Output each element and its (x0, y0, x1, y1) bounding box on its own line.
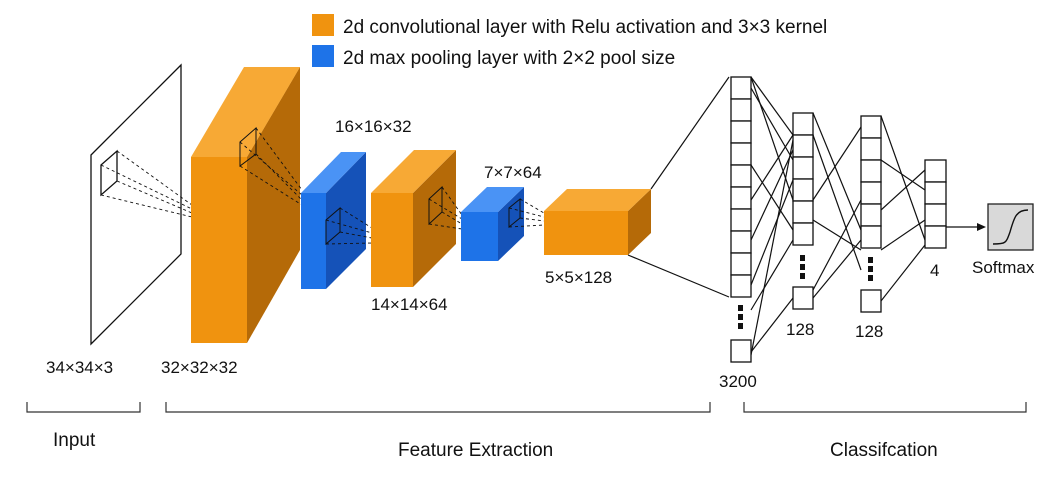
conv1-kernel-marker (239, 126, 257, 167)
connection-line (750, 76, 794, 201)
connection-line (812, 112, 862, 231)
dense1-node (792, 200, 814, 224)
legend-conv-label: 2d convolutional layer with Relu activat… (343, 17, 827, 38)
connection-line (880, 244, 926, 302)
pool2-block (461, 187, 545, 261)
connection-line (812, 126, 862, 201)
softmax-label: Softmax (972, 258, 1035, 277)
dense2-column (860, 115, 882, 249)
input-layer (90, 63, 193, 346)
legend-pool-label: 2d max pooling layer with 2×2 pool size (343, 48, 675, 69)
flatten-node (730, 186, 752, 210)
flatten-node (730, 98, 752, 122)
connection-line (750, 139, 794, 356)
connection-line (880, 169, 926, 211)
flatten-node (730, 142, 752, 166)
conv1-block (191, 67, 303, 343)
output-node (924, 181, 947, 205)
conv3-dims-label: 5×5×128 (545, 268, 612, 287)
flatten-dims-label: 3200 (719, 372, 757, 391)
conv1-dims-label: 32×32×32 (161, 358, 238, 377)
flatten-node (730, 252, 752, 276)
dense2-node (860, 159, 882, 183)
connection-line (750, 87, 794, 161)
connection-line (880, 159, 926, 191)
connection-line (750, 134, 794, 201)
dense2-ellipsis (868, 257, 873, 281)
connection-line (880, 219, 926, 251)
feature-extraction-bracket (165, 402, 711, 413)
dense2-dims-label: 128 (855, 322, 883, 341)
connection-line (812, 219, 862, 251)
flatten-node (730, 208, 752, 232)
classification-bracket (743, 402, 1027, 413)
flatten-ellipsis (738, 305, 743, 329)
dense1-node (792, 134, 814, 158)
output-node (924, 203, 947, 227)
dense1-column (792, 112, 814, 246)
dense1-ellipsis (800, 255, 805, 279)
flatten-last-node (730, 339, 752, 363)
connection-line (750, 297, 794, 353)
input-section-label: Input (53, 430, 96, 451)
legend-conv-swatch (312, 14, 334, 36)
conv3-block (544, 189, 651, 255)
connection-line (880, 115, 926, 241)
dense2-node (860, 203, 882, 227)
dense1-node (792, 222, 814, 246)
output-dims-label: 4 (930, 261, 939, 280)
input-dims-label: 34×34×3 (46, 358, 113, 377)
softmax-icon (987, 203, 1034, 251)
flatten-node (730, 76, 752, 100)
legend: 2d convolutional layer with Relu activat… (312, 14, 827, 69)
connection-line (812, 134, 862, 271)
dense1-dims-label: 128 (786, 320, 814, 339)
flatten-node (730, 274, 752, 298)
pool2-dims-label: 7×7×64 (484, 163, 542, 182)
dense-connections (750, 76, 926, 356)
connection-line (812, 239, 862, 299)
connection-line (750, 179, 794, 286)
flatten-node (730, 230, 752, 254)
flatten-node (730, 164, 752, 188)
connection-line (812, 199, 862, 291)
softmax-arrow (946, 223, 986, 231)
dense1-node (792, 156, 814, 180)
conv2-dims-label: 14×14×64 (371, 295, 448, 314)
legend-pool-swatch (312, 45, 334, 67)
connection-line (750, 149, 794, 241)
dense1-node (792, 112, 814, 136)
connection-line (750, 164, 794, 231)
input-bracket (26, 402, 141, 413)
pool1-block (301, 152, 373, 289)
dense2-node (860, 115, 882, 139)
conv2-block (371, 150, 463, 287)
pool1-dims-label: 16×16×32 (335, 117, 412, 136)
dense2-last-node (860, 289, 882, 313)
connection-line (750, 76, 794, 136)
dense2-node (860, 225, 882, 249)
dense2-node (860, 181, 882, 205)
output-node (924, 225, 947, 249)
feature-extraction-label: Feature Extraction (398, 440, 553, 461)
classification-label: Classifcation (830, 440, 938, 461)
connection-line (750, 239, 794, 311)
dense1-node (792, 178, 814, 202)
output-column (924, 159, 947, 249)
flatten-node (730, 120, 752, 144)
flatten-column (730, 76, 752, 298)
dense2-node (860, 137, 882, 161)
output-node (924, 159, 947, 183)
dense1-last-node (792, 286, 814, 310)
